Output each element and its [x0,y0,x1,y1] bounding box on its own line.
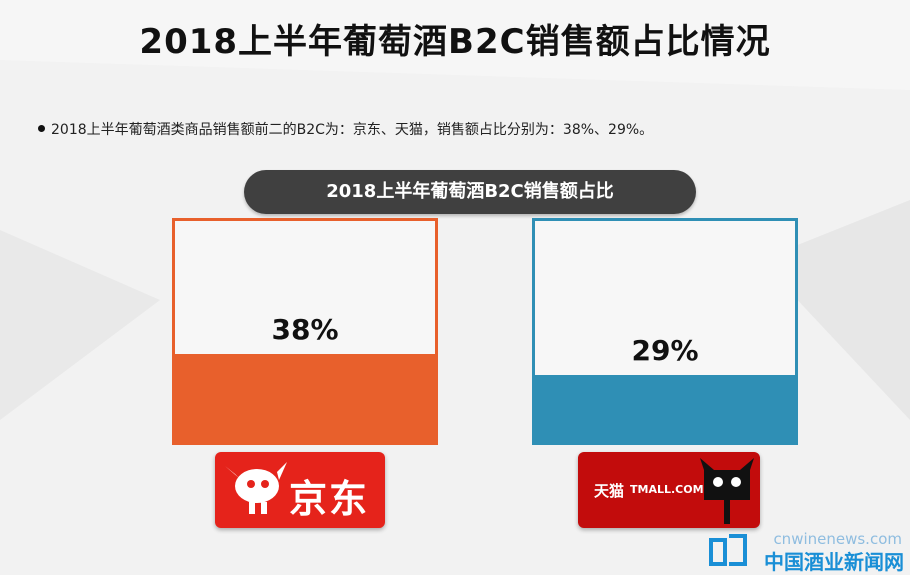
bar-jd: 38% [172,218,438,445]
summary-text: 2018上半年葡萄酒类商品销售额前二的B2C为：京东、天猫，销售额占比分别为：3… [51,122,654,138]
tmall-logo: 天猫 TMALL.COM [578,452,760,528]
page-title: 2018上半年葡萄酒B2C销售额占比情况 [139,22,771,62]
summary-bullet: 2018上半年葡萄酒类商品销售额前二的B2C为：京东、天猫，销售额占比分别为：3… [38,119,653,139]
jd-logo: 京东 [215,452,385,528]
jd-dog-mascot-icon [225,462,287,514]
bar-tmall: 29% [532,218,798,445]
watermark-domain: cnwinenews.com [773,530,902,548]
watermark-site-name: 中国酒业新闻网 [764,550,904,574]
tmall-logo-cn: 天猫 [594,482,625,500]
cnwinenews-logo-icon [709,534,747,566]
bar-value-label-jd: 38% [271,313,339,346]
bullet-dot-icon [38,125,45,132]
bar-value-label-tmall: 29% [631,334,699,367]
bar-fill-jd [175,354,435,442]
chart-title-pill: 2018上半年葡萄酒B2C销售额占比 [244,170,696,214]
tmall-logo-en: TMALL.COM [630,483,704,496]
jd-logo-text: 京东 [289,477,370,521]
tmall-cat-head-icon [700,458,754,524]
bar-fill-tmall [535,375,795,442]
